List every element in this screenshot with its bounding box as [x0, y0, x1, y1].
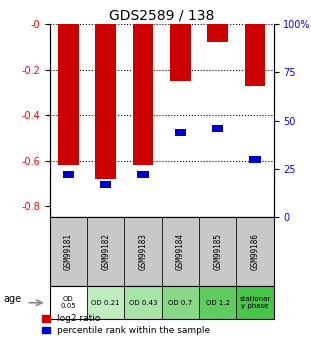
Bar	[63, 171, 74, 178]
Bar	[245, 24, 265, 86]
Bar	[87, 217, 124, 286]
Text: GSM99186: GSM99186	[251, 233, 259, 270]
Text: OD 1.2: OD 1.2	[206, 300, 230, 306]
Bar	[95, 24, 116, 179]
Bar	[170, 24, 191, 81]
Text: OD 0.43: OD 0.43	[129, 300, 157, 306]
Text: GSM99182: GSM99182	[101, 233, 110, 270]
Text: OD 0.21: OD 0.21	[91, 300, 120, 306]
Title: GDS2589 / 138: GDS2589 / 138	[109, 9, 214, 23]
Text: OD 0.7: OD 0.7	[168, 300, 193, 306]
Text: GSM99181: GSM99181	[64, 233, 73, 270]
Bar	[207, 24, 228, 42]
Text: GSM99183: GSM99183	[139, 233, 147, 270]
Bar	[124, 217, 162, 286]
Bar	[100, 181, 111, 188]
Bar	[124, 286, 162, 319]
Bar	[236, 286, 274, 319]
Bar	[162, 286, 199, 319]
Text: GSM99184: GSM99184	[176, 233, 185, 270]
Text: GSM99185: GSM99185	[213, 233, 222, 270]
Bar	[212, 125, 223, 132]
Bar	[137, 171, 149, 178]
Bar	[87, 286, 124, 319]
Text: age: age	[3, 294, 21, 304]
Bar	[199, 217, 236, 286]
Bar	[50, 217, 87, 286]
Text: OD
0.05: OD 0.05	[61, 296, 76, 309]
Legend: log2 ratio, percentile rank within the sample: log2 ratio, percentile rank within the s…	[39, 311, 214, 339]
Bar	[249, 156, 261, 163]
Bar	[50, 286, 87, 319]
Bar	[162, 217, 199, 286]
Bar	[236, 217, 274, 286]
Bar	[199, 286, 236, 319]
Bar	[58, 24, 79, 165]
Bar	[175, 129, 186, 136]
Text: stationar
y phase: stationar y phase	[239, 296, 271, 309]
Bar	[133, 24, 153, 165]
